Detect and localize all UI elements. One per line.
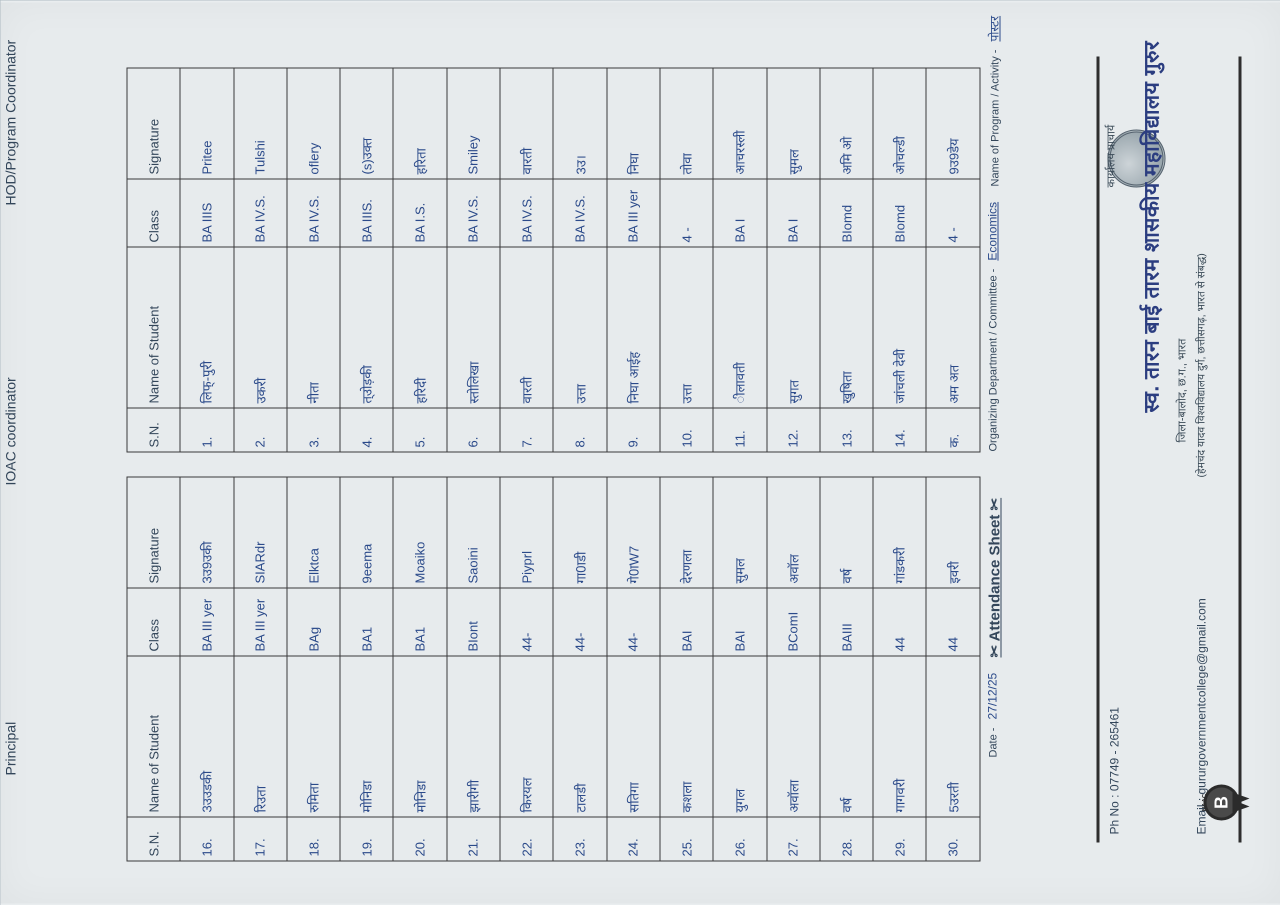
svg-text:B: B [1211,796,1231,809]
svg-text:NAAC: NAAC [1202,793,1208,811]
